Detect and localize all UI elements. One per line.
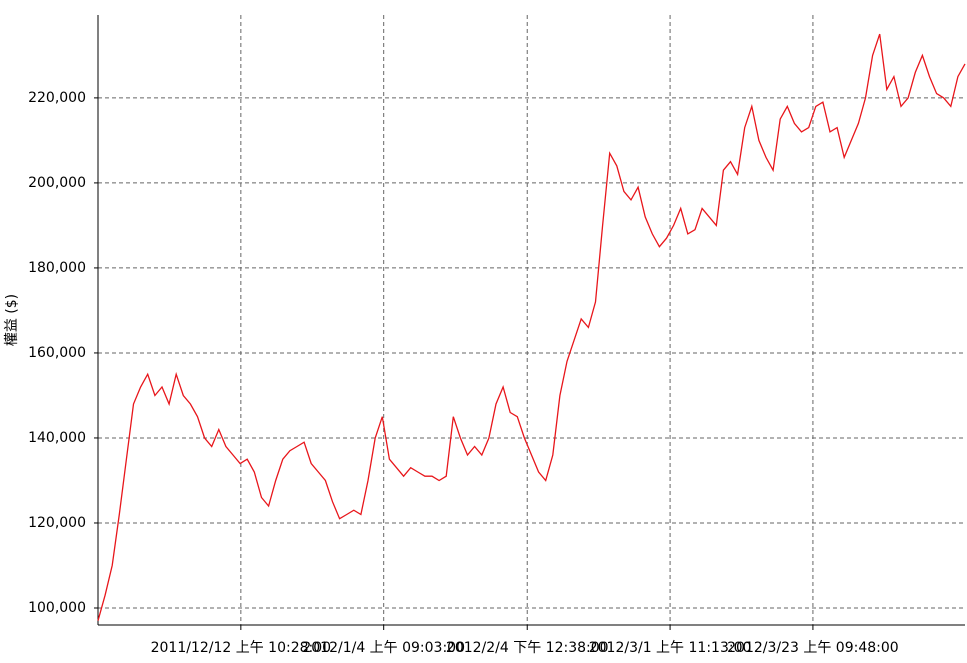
x-tick-label: 2012/2/4 下午 12:38:00 <box>446 640 609 656</box>
y-tick-label: 180,000 <box>28 260 86 276</box>
y-tick-label: 120,000 <box>28 515 86 531</box>
y-tick-label: 140,000 <box>28 430 86 446</box>
y-tick-label: 200,000 <box>28 175 86 191</box>
x-tick-label: 2012/1/4 上午 09:03:00 <box>302 640 465 656</box>
y-tick-label: 160,000 <box>28 345 86 361</box>
x-tick-label: 2012/3/23 上午 09:48:00 <box>727 640 899 656</box>
x-tick-label: 2011/12/12 上午 10:28:00 <box>151 640 331 656</box>
equity-line <box>97 33 966 621</box>
y-axis-label: 權益 ($) <box>4 294 20 346</box>
y-tick-label: 100,000 <box>28 600 86 616</box>
x-tick-label: 2012/3/1 上午 11:13:00 <box>589 640 752 656</box>
y-tick-label: 220,000 <box>28 90 86 106</box>
